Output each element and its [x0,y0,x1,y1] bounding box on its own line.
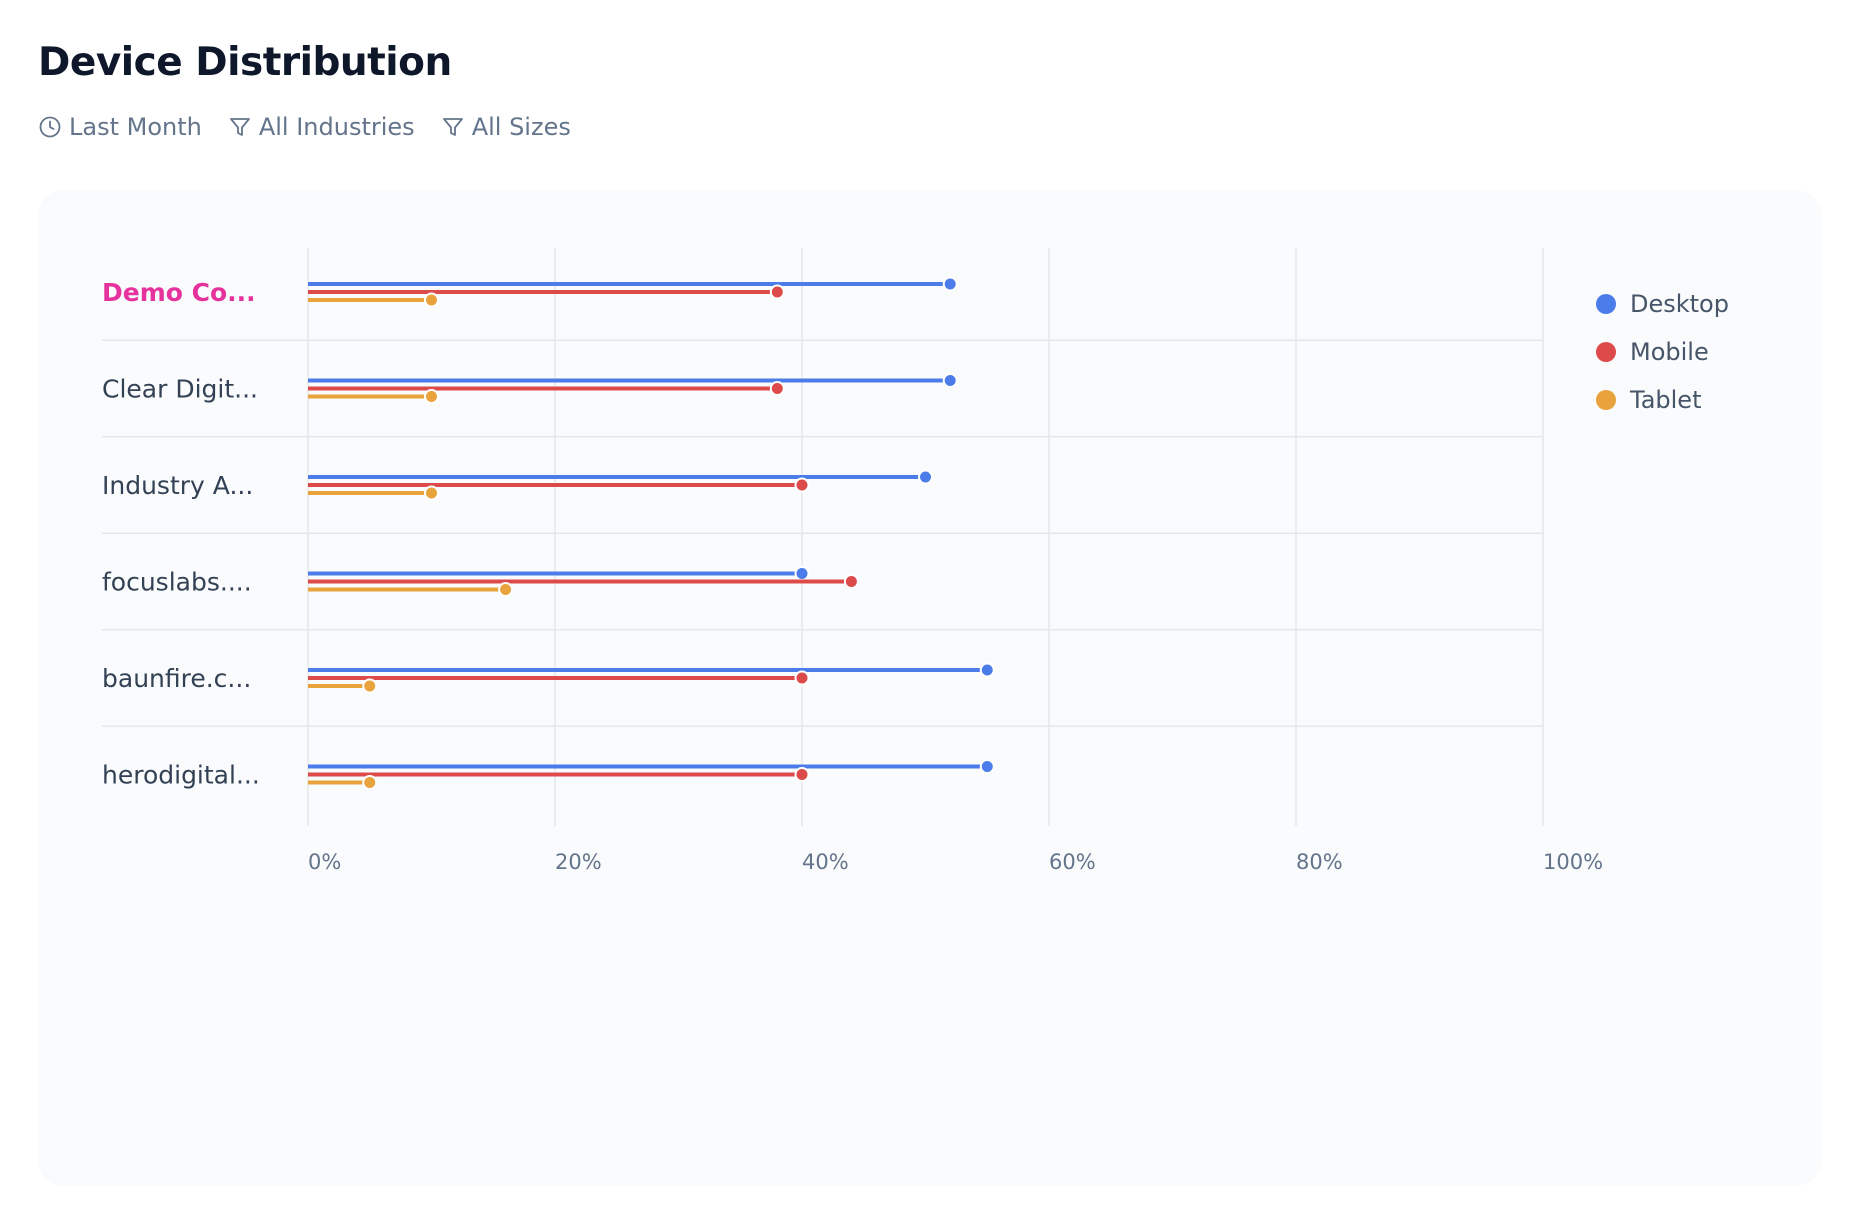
legend-item-mobile[interactable]: Mobile [1596,328,1729,376]
category-label: Demo Co... [102,278,256,307]
dot-mobile [769,381,785,396]
category-label: herodigital... [102,761,260,790]
dot-tablet [424,485,439,501]
dot-desktop [979,759,995,774]
x-tick-label: 0% [308,850,341,874]
legend-label-desktop: Desktop [1630,290,1729,318]
category-label: baunfire.c... [102,664,251,693]
dot-desktop [979,662,995,678]
x-tick-label: 40% [802,850,849,874]
legend-label-mobile: Mobile [1630,338,1709,366]
chart-panel: 0% 20% 40% 60% 80% 100% Demo Co... Clear Digit.… [38,190,1822,1186]
filter-bar: Last Month All Industries All Sizes [38,110,597,144]
page-title: Device Distribution [38,40,452,85]
filter-sizes[interactable]: All Sizes [441,113,571,141]
dot-tablet [498,582,514,597]
legend-item-tablet[interactable]: Tablet [1596,376,1729,424]
filter-label: All Sizes [471,113,571,141]
filter-time-range[interactable]: Last Month [38,113,202,141]
dot-mobile [843,574,859,589]
x-tick-label: 100% [1543,850,1603,874]
dot-tablet [424,292,439,308]
category-label: Industry A... [102,471,253,500]
legend-label-tablet: Tablet [1630,386,1702,414]
dot-tablet [424,389,439,404]
dot-mobile [794,670,810,686]
dot-tablet [362,678,378,694]
dot-tablet [362,775,378,790]
dot-desktop [942,373,958,388]
legend-swatch-desktop [1596,294,1616,314]
clock-icon [39,116,61,138]
filter-industries[interactable]: All Industries [228,113,415,141]
dot-mobile [794,477,810,493]
legend-swatch-tablet [1596,390,1616,410]
dot-desktop [794,566,810,581]
x-tick-label: 20% [555,850,602,874]
chart-legend: Desktop Mobile Tablet [1596,280,1729,424]
dot-mobile [769,284,785,300]
legend-item-desktop[interactable]: Desktop [1596,280,1729,328]
x-tick-label: 60% [1049,850,1096,874]
filter-icon [229,118,250,136]
category-label: Clear Digit... [102,375,258,404]
dot-desktop [918,469,933,485]
filter-icon [442,118,463,136]
filter-label: Last Month [69,113,202,141]
legend-swatch-mobile [1596,342,1616,362]
dot-mobile [794,767,810,782]
dot-desktop [942,276,958,292]
device-distribution-chart: 0% 20% 40% 60% 80% 100% Demo Co... Clear Digit.… [102,248,1603,874]
x-tick-label: 80% [1296,850,1343,874]
category-label: focuslabs.... [102,568,252,597]
filter-label: All Industries [258,113,415,141]
